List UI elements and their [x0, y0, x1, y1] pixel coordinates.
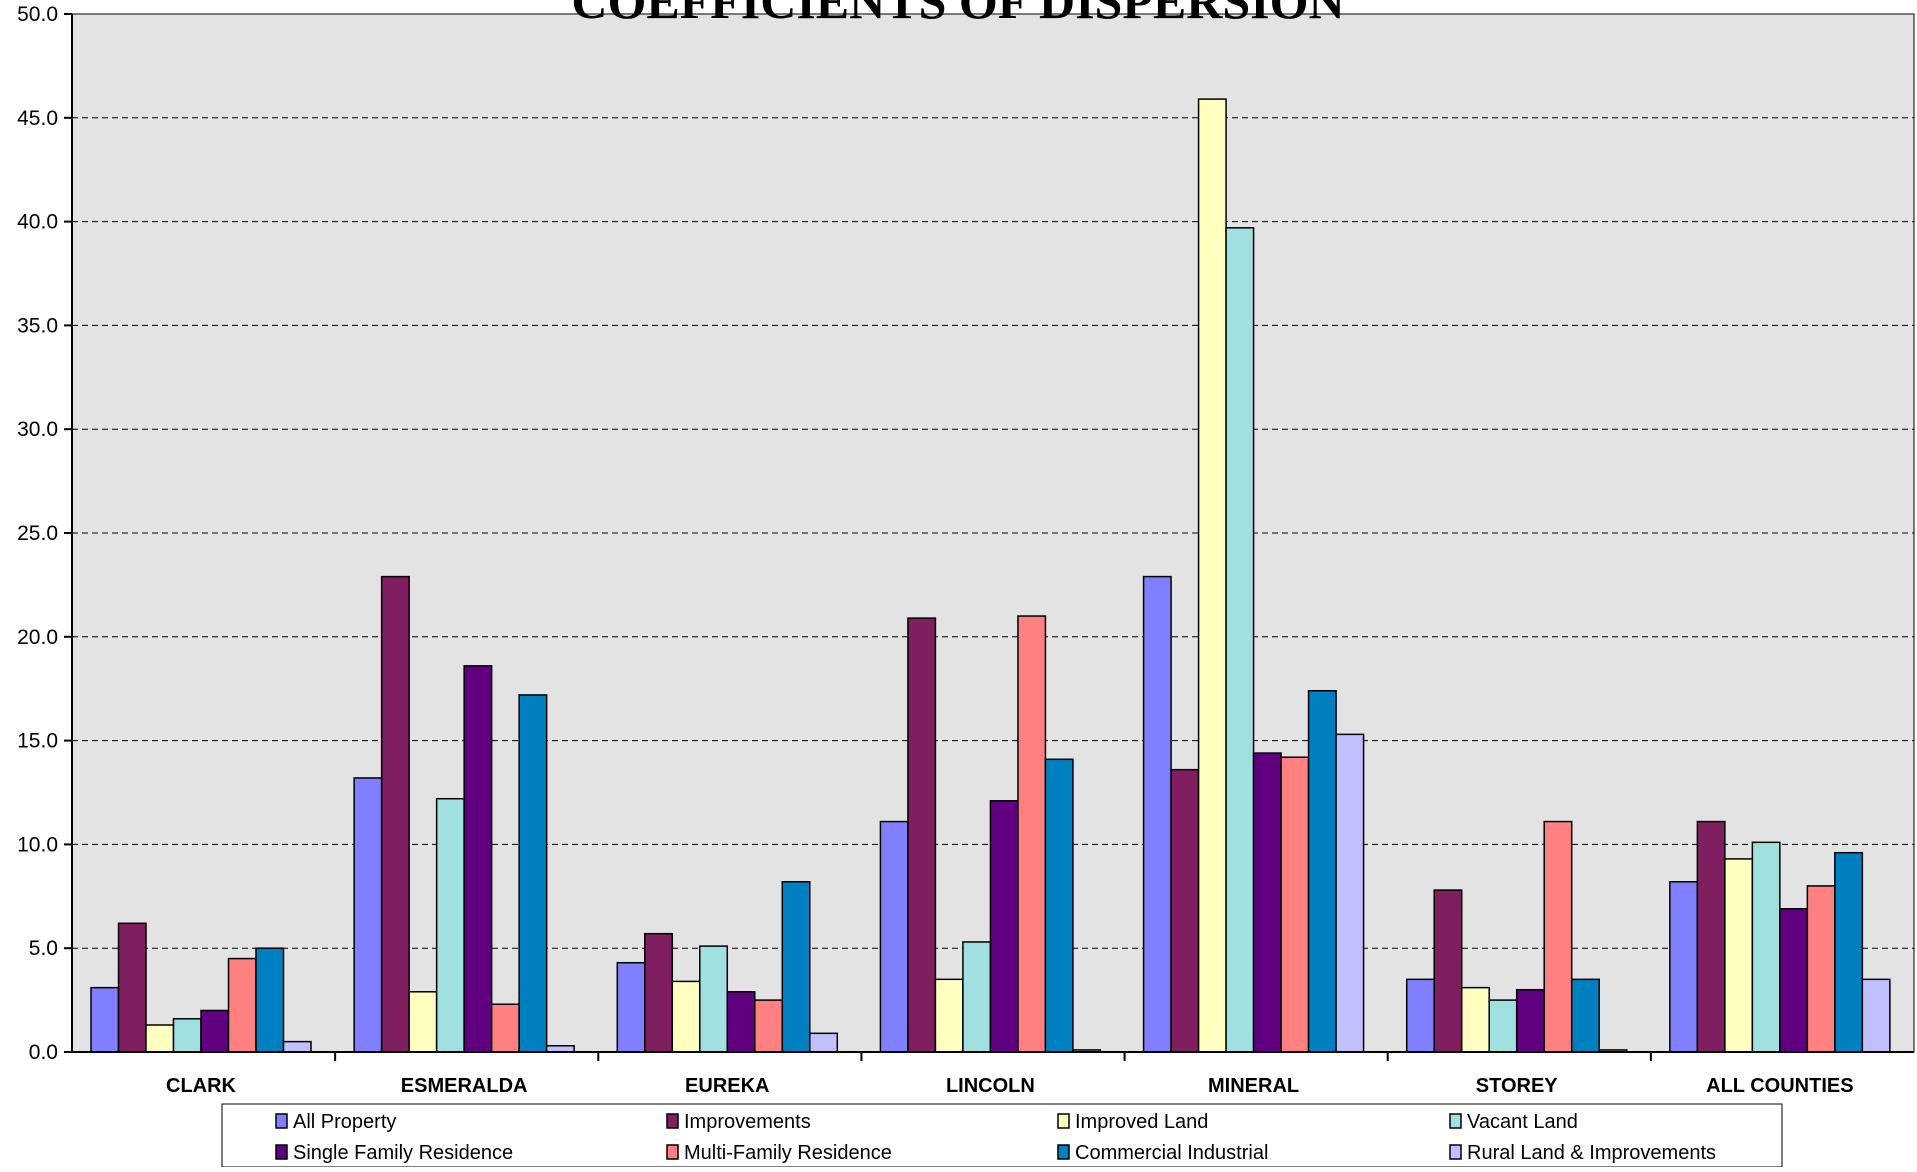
bar: [616, 961, 646, 1053]
legend-label: Multi-Family Residence: [684, 1142, 892, 1164]
bar: [671, 980, 701, 1053]
legend-swatch: [1449, 1144, 1462, 1160]
bar: [1044, 758, 1074, 1053]
bar: [1751, 841, 1781, 1053]
chart-title: COEFFICIENTS OF DISPERSION: [571, 0, 1344, 29]
bar: [809, 1032, 839, 1053]
bar: [1142, 575, 1172, 1053]
category-label: ALL COUNTIES: [1706, 1075, 1853, 1097]
bar: [353, 777, 383, 1053]
bar: [1433, 889, 1463, 1053]
bar: [962, 941, 992, 1053]
bar: [200, 1009, 230, 1053]
y-tick-label: 35.0: [17, 314, 58, 337]
bar: [1570, 978, 1600, 1053]
bar: [1225, 227, 1255, 1053]
y-tick-label: 50.0: [17, 3, 58, 26]
y-tick-label: 10.0: [17, 833, 58, 856]
bar: [754, 999, 784, 1053]
bar: [435, 797, 465, 1053]
category-label: CLARK: [166, 1075, 237, 1097]
bar: [255, 947, 285, 1053]
bar: [408, 991, 438, 1053]
legend-label: Improved Land: [1075, 1111, 1208, 1133]
bar: [1515, 988, 1545, 1053]
bar: [1861, 978, 1891, 1053]
bar: [699, 945, 729, 1053]
y-tick-label: 15.0: [17, 730, 58, 753]
category-label: STOREY: [1476, 1075, 1559, 1097]
bar: [90, 986, 120, 1053]
bar: [934, 978, 964, 1053]
bar: [172, 1018, 202, 1053]
bar: [490, 1003, 520, 1053]
legend-label: Improvements: [684, 1111, 811, 1133]
legend-label: Rural Land & Improvements: [1467, 1142, 1716, 1164]
bar: [1280, 756, 1310, 1053]
category-label: MINERAL: [1208, 1075, 1299, 1097]
legend-label: Commercial Industrial: [1075, 1142, 1268, 1164]
bar: [726, 991, 756, 1053]
bar: [781, 881, 811, 1053]
y-tick-label: 20.0: [17, 626, 58, 649]
category-labels: CLARK ESMERALDA EUREKA LINCOLN MINERAL STOREY…: [166, 1052, 1854, 1097]
bar: [1669, 881, 1699, 1053]
bar: [1724, 858, 1754, 1053]
legend-swatch: [1057, 1113, 1070, 1129]
bar: [1543, 820, 1573, 1053]
bar: [879, 820, 909, 1053]
bar: [1170, 768, 1200, 1053]
y-tick-label: 40.0: [17, 211, 58, 234]
bar: [518, 694, 548, 1053]
legend-swatch: [666, 1113, 679, 1129]
category-label: LINCOLN: [946, 1075, 1035, 1097]
bar: [1834, 851, 1864, 1053]
legend: All Property Improvements Improved Land Vac…: [221, 1103, 1783, 1168]
bar: [1307, 690, 1337, 1053]
legend-label: All Property: [293, 1111, 396, 1133]
bar: [1017, 615, 1047, 1053]
legend-box: [221, 1103, 1783, 1168]
legend-swatch: [275, 1113, 288, 1129]
bar: [145, 1024, 175, 1053]
bar: [989, 800, 1019, 1053]
bar: [1779, 908, 1809, 1053]
legend-swatch: [666, 1144, 679, 1160]
legend-label: Single Family Residence: [293, 1142, 513, 1164]
legend-label: Vacant Land: [1467, 1111, 1578, 1133]
y-tick-label: 45.0: [17, 107, 58, 130]
y-tick-labels: 0.0 5.0 10.0 15.0 20.0 25.0 30.0 35.0 40.0 45.0 50…: [17, 3, 72, 1064]
y-tick-label: 0.0: [29, 1041, 58, 1064]
category-label: EUREKA: [685, 1075, 769, 1097]
legend-swatch: [1057, 1144, 1070, 1160]
bar: [227, 957, 257, 1053]
bar: [1252, 752, 1282, 1053]
bar: [644, 932, 674, 1053]
bar: [1488, 999, 1518, 1053]
y-tick-label: 25.0: [17, 522, 58, 545]
bar: [1197, 98, 1227, 1053]
bar: [1460, 986, 1490, 1053]
bar: [117, 922, 147, 1053]
bar: [380, 575, 410, 1053]
bar: [1696, 820, 1726, 1053]
bar: [1405, 978, 1435, 1053]
bar: [282, 1040, 312, 1053]
y-tick-label: 30.0: [17, 418, 58, 441]
legend-swatch: [1449, 1113, 1462, 1129]
bar: [907, 617, 937, 1053]
category-label: ESMERALDA: [401, 1075, 528, 1097]
legend-swatch: [275, 1144, 288, 1160]
bar: [1806, 885, 1836, 1053]
bar: [463, 665, 493, 1053]
y-tick-label: 5.0: [29, 937, 58, 960]
bar: [1335, 733, 1365, 1053]
